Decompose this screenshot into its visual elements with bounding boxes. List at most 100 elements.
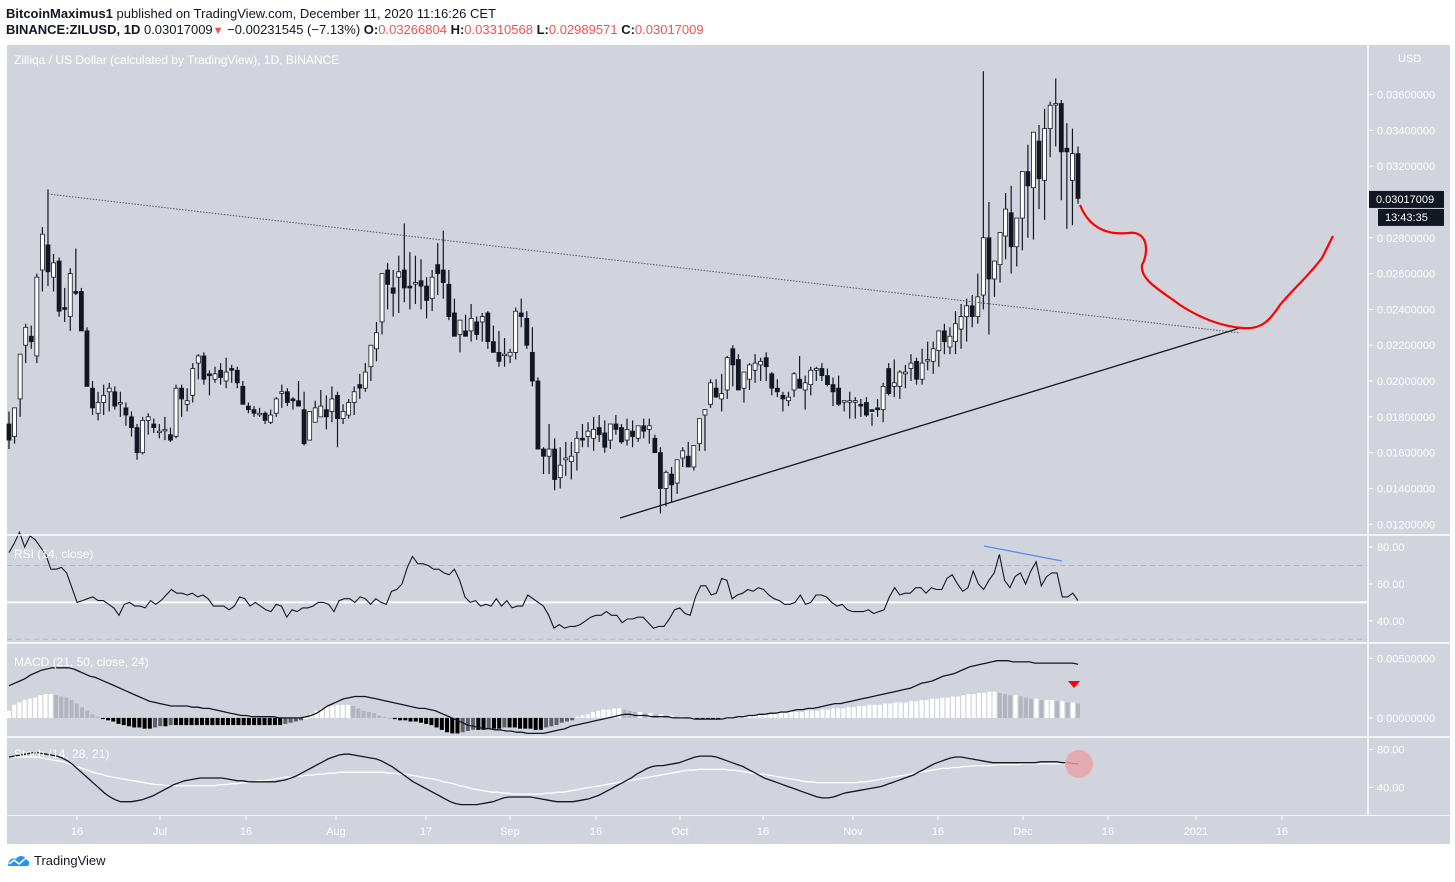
candle-body: [351, 391, 357, 403]
candle-body: [975, 296, 981, 317]
candle-body: [73, 291, 79, 294]
macd-histogram-bar: [559, 717, 564, 723]
macd-histogram-bar: [601, 709, 606, 718]
macd-histogram-bar: [987, 691, 992, 718]
chart-canvas[interactable]: 0.03600000 0.03400000 0.03200000 0.02800000…: [0, 45, 1455, 845]
macd-histogram-bar: [872, 704, 877, 718]
candle-body: [585, 430, 591, 437]
price-tick-label: 0.03600000: [1377, 90, 1435, 102]
macd-pane[interactable]: [7, 660, 1080, 735]
candle-body: [90, 387, 95, 409]
macd-histogram-bar: [763, 714, 768, 718]
candle-body: [396, 271, 402, 278]
macd-histogram-bar: [825, 709, 830, 718]
macd-histogram-bar: [173, 717, 178, 726]
candle-body: [641, 425, 647, 432]
support-trendline: [619, 327, 1241, 519]
macd-histogram-bar: [914, 701, 919, 718]
price-change: −0.00231545 (−7.13%): [227, 22, 361, 37]
macd-histogram-bar: [163, 717, 168, 727]
macd-histogram-bar: [523, 717, 528, 729]
time-tick-label: 16: [932, 826, 944, 838]
low-label: L:: [536, 22, 549, 37]
footer: TradingView: [6, 853, 106, 868]
candle-body: [223, 371, 229, 382]
candle-body: [819, 368, 825, 377]
macd-histogram-bar: [116, 717, 121, 724]
candle-body: [1031, 131, 1036, 189]
candle-body: [969, 305, 975, 317]
macd-histogram-bar: [544, 717, 549, 728]
macd-histogram-bar: [528, 717, 533, 729]
indicator-tick-label: 0.00500000: [1377, 653, 1435, 665]
macd-histogram-bar: [455, 717, 460, 734]
high-label: H:: [450, 22, 465, 37]
candle-body: [78, 291, 84, 332]
candle-body: [852, 400, 858, 403]
indicator-tick-label: 40.00: [1377, 782, 1405, 794]
candle-body: [730, 348, 736, 366]
macd-histogram-bar: [304, 717, 309, 719]
macd-histogram-bar: [418, 717, 423, 723]
price-pane[interactable]: [6, 71, 1334, 519]
macd-histogram-bar: [950, 696, 955, 718]
candle-body: [502, 353, 507, 357]
candle-body: [763, 357, 769, 368]
candle-body: [864, 402, 869, 416]
stoch-pane[interactable]: [8, 750, 1093, 806]
current-price-label: 0.03017009: [1376, 194, 1434, 206]
macd-histogram-bar: [439, 717, 444, 730]
macd-histogram-bar: [564, 717, 569, 722]
indicator-tick-label: 80.00: [1377, 542, 1405, 554]
time-tick-label: 17: [420, 826, 432, 838]
candle-body: [67, 273, 73, 317]
candle-body: [813, 368, 819, 371]
macd-histogram-bar: [398, 717, 403, 721]
candle-body: [440, 269, 446, 283]
price-tick-label: 0.01200000: [1377, 519, 1435, 531]
countdown-label: 13:43:35: [1385, 212, 1428, 224]
candle-body: [151, 423, 157, 428]
candle-body: [34, 276, 40, 357]
macd-histogram-bar: [1055, 701, 1060, 718]
candle-body: [630, 430, 635, 437]
macd-histogram-bar: [95, 716, 100, 718]
price-tick-label: 0.02800000: [1377, 233, 1435, 245]
price-tick-label: 0.03200000: [1377, 161, 1435, 173]
candle-body: [452, 312, 457, 337]
open-value: 0.03266804: [378, 22, 447, 37]
candle-body: [28, 335, 34, 343]
rsi-pane[interactable]: [7, 530, 1368, 640]
candle-body: [758, 360, 764, 366]
rsi-line: [8, 530, 1079, 630]
candle-body: [312, 407, 318, 423]
candle-body: [964, 305, 970, 317]
candle-body: [95, 402, 101, 414]
macd-histogram-bar: [293, 717, 298, 722]
candle-body: [190, 368, 196, 396]
macd-histogram-bar: [220, 717, 225, 726]
candle-body: [663, 471, 669, 489]
countdown-badge: [1378, 208, 1444, 226]
candle-body: [429, 276, 435, 300]
macd-histogram-bar: [929, 698, 934, 718]
macd-histogram-bar: [372, 713, 377, 718]
macd-histogram-bar: [38, 695, 43, 718]
macd-histogram-bar: [434, 717, 439, 728]
macd-histogram-bar: [111, 717, 116, 722]
macd-histogram-bar: [272, 717, 277, 726]
low-value: 0.02989571: [548, 22, 618, 37]
macd-histogram-bar: [7, 710, 11, 718]
author-name[interactable]: BitcoinMaximus1: [6, 6, 113, 21]
macd-histogram-bar: [59, 696, 64, 718]
price-tick-label: 0.02600000: [1377, 269, 1435, 281]
brand-name[interactable]: TradingView: [34, 853, 106, 868]
macd-histogram-bar: [356, 708, 361, 718]
macd-histogram-bar: [794, 711, 799, 718]
macd-histogram-bar: [1060, 701, 1065, 718]
candle-body: [156, 430, 162, 434]
candle-body: [62, 307, 68, 310]
symbol: BINANCE:ZILUSD, 1D: [6, 22, 141, 37]
macd-histogram-bar: [1065, 702, 1070, 718]
candle-body: [930, 348, 936, 362]
